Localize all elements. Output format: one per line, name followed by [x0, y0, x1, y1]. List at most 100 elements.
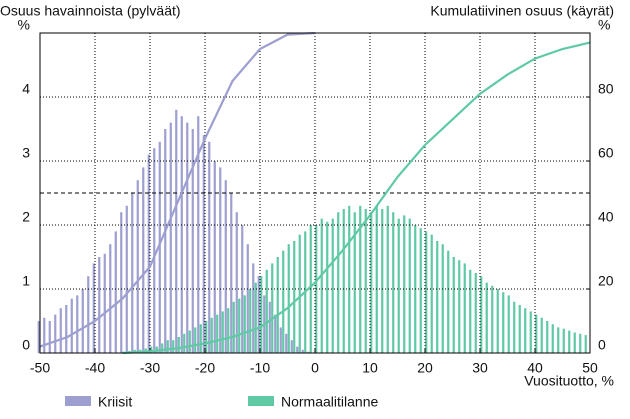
bar — [546, 321, 549, 353]
bar — [199, 324, 202, 353]
bar — [230, 193, 233, 353]
bar — [507, 295, 510, 353]
bar — [469, 269, 472, 353]
bar — [458, 260, 461, 353]
bar — [235, 212, 238, 353]
bar — [370, 212, 373, 353]
bar — [562, 328, 565, 353]
bar — [447, 250, 450, 353]
bar — [568, 330, 571, 353]
bar — [513, 301, 516, 353]
bar — [480, 276, 483, 353]
bar — [221, 311, 224, 353]
bar — [103, 253, 106, 353]
bar — [216, 314, 219, 353]
bar — [419, 228, 422, 353]
legend-label: Kriisit — [98, 394, 132, 410]
bar — [364, 209, 367, 353]
bar — [535, 314, 538, 353]
bar — [180, 116, 183, 353]
bar — [224, 180, 227, 353]
bar — [227, 308, 230, 353]
bar — [392, 212, 395, 353]
bar — [213, 161, 216, 353]
bar — [166, 340, 169, 353]
cumulative-line — [39, 31, 316, 348]
left-axis-title: Osuus havainnoista (pylväät) — [0, 3, 181, 19]
bar — [164, 129, 167, 353]
bar — [43, 317, 46, 353]
bar — [232, 301, 235, 353]
bar — [194, 327, 197, 353]
bar — [172, 340, 175, 353]
bar — [197, 116, 200, 353]
bar — [161, 343, 164, 353]
bar — [76, 295, 79, 353]
bar — [54, 314, 57, 353]
x-tick-label: 30 — [472, 360, 488, 376]
bar — [257, 276, 260, 353]
bar — [205, 321, 208, 353]
bar — [375, 205, 378, 353]
bar — [285, 333, 288, 353]
bar — [502, 292, 505, 353]
bar — [386, 205, 389, 353]
bar — [147, 154, 150, 353]
bar — [279, 327, 282, 353]
bar — [348, 205, 351, 353]
y-tick-label: 1 — [22, 273, 30, 289]
bar — [430, 234, 433, 353]
bar — [441, 244, 444, 353]
bar — [92, 263, 95, 353]
plot-frame — [39, 32, 591, 354]
bar — [70, 298, 73, 353]
bar — [120, 212, 123, 353]
bar — [142, 167, 145, 353]
bar — [186, 122, 189, 353]
bar — [496, 289, 499, 353]
bar — [252, 263, 255, 353]
bar — [529, 311, 532, 353]
bar — [48, 321, 51, 353]
bar — [219, 167, 222, 353]
bar — [307, 351, 310, 353]
bar — [436, 241, 439, 353]
bar — [191, 129, 194, 353]
bar — [37, 321, 40, 353]
bar — [109, 244, 112, 353]
bar — [268, 301, 271, 353]
bar — [573, 332, 576, 353]
bar — [183, 333, 186, 353]
bar — [353, 212, 356, 353]
bar — [59, 308, 62, 353]
bar — [298, 234, 301, 353]
bar — [326, 221, 329, 353]
bar — [452, 257, 455, 353]
x-tick-label: -20 — [195, 360, 215, 376]
bar — [243, 295, 246, 353]
legend-label: Normaalitilanne — [281, 394, 378, 410]
bar — [177, 337, 180, 353]
bar — [474, 273, 477, 353]
bar — [254, 282, 257, 353]
bar — [208, 141, 211, 353]
bar — [331, 218, 334, 353]
bar — [153, 148, 156, 353]
bar — [265, 269, 268, 353]
x-axis-title: Vuosituotto, % — [524, 373, 614, 389]
bar — [87, 276, 90, 353]
bar — [136, 180, 139, 353]
bar — [290, 340, 293, 353]
bar — [202, 135, 205, 353]
bar — [271, 263, 274, 353]
x-tick-label: 40 — [527, 360, 543, 376]
x-tick-label: 0 — [311, 360, 319, 376]
y2-tick-label: 80 — [598, 81, 614, 97]
bar — [125, 205, 128, 353]
bar — [551, 324, 554, 353]
y2-tick-label: 40 — [598, 209, 614, 225]
bar — [397, 218, 400, 353]
x-tick-label: -50 — [30, 360, 50, 376]
y-tick-label: 0 — [22, 337, 30, 353]
